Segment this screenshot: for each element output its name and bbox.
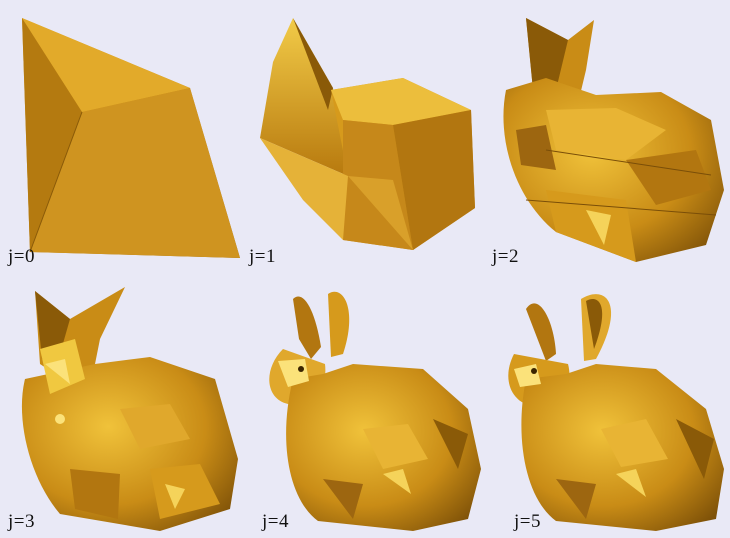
- panel-j0: j=0: [0, 0, 243, 269]
- panel-j3: j=3: [0, 269, 243, 538]
- panel-label: j=0: [8, 246, 35, 267]
- mesh-level-5-image: [508, 294, 724, 531]
- mesh-level-2-image: [503, 18, 724, 262]
- panel-j5: j=5: [486, 269, 729, 538]
- panel-label: j=2: [492, 246, 519, 267]
- panel-label: j=5: [514, 511, 541, 532]
- mesh-level-1-image: [260, 18, 475, 250]
- panel-j1: j=1: [243, 0, 486, 269]
- panel-label: j=1: [249, 246, 276, 267]
- mesh-level-4-image: [269, 291, 481, 531]
- mesh-level-3-image: [21, 287, 238, 531]
- panel-j4: j=4: [243, 269, 486, 538]
- panel-label: j=3: [8, 511, 35, 532]
- panel-label: j=4: [262, 511, 289, 532]
- mesh-level-0-image: [22, 18, 240, 258]
- panel-j2: j=2: [486, 0, 729, 269]
